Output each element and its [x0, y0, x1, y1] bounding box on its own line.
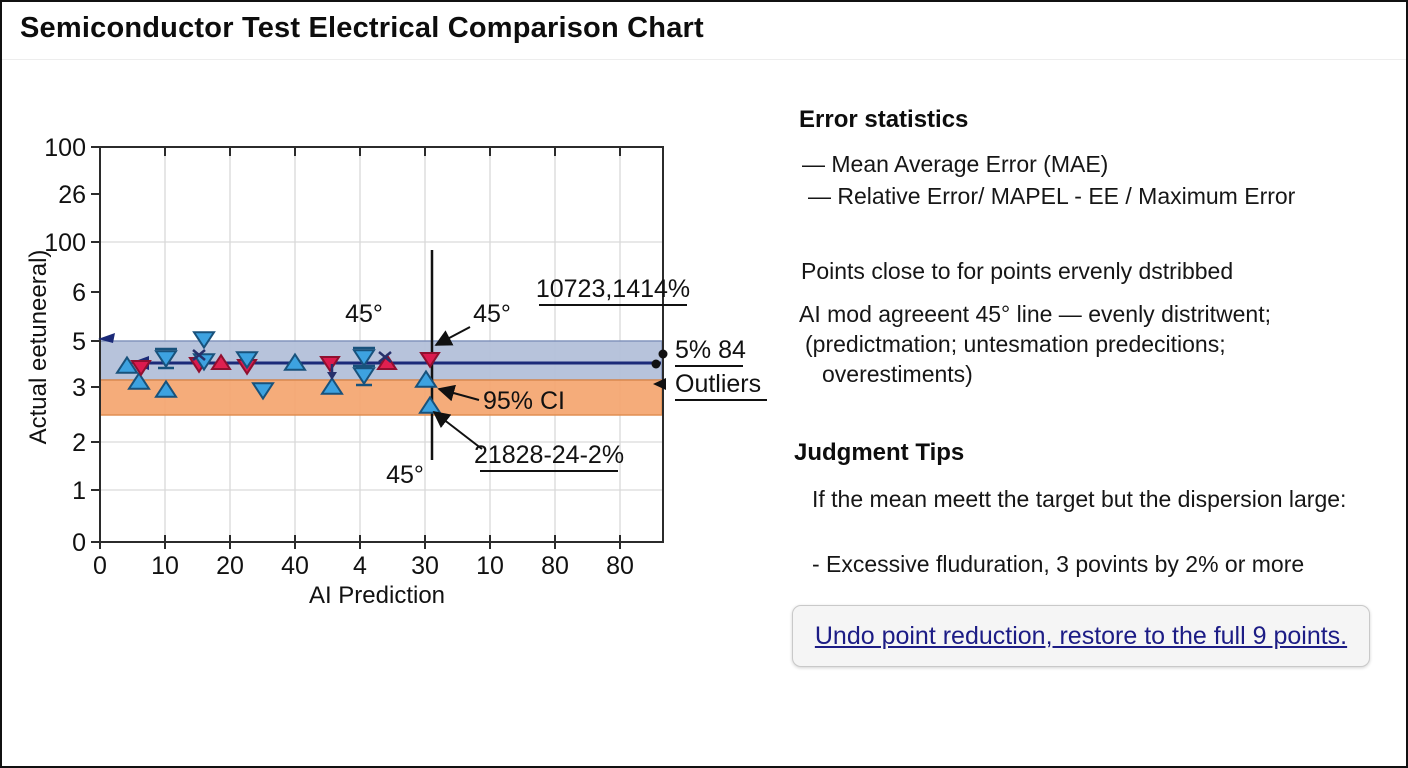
ci-95-label-arrow: [437, 384, 480, 402]
red-down-triangles: [130, 359, 152, 377]
blue-up-triangles: [418, 395, 442, 414]
judgment-condition: If the mean meett the target but the dis…: [812, 486, 1347, 512]
angle-45-bottom: 45°: [386, 461, 424, 489]
note-overestimate: overestiments): [822, 361, 973, 387]
y-tick-label: 100: [44, 229, 86, 257]
blue-down-capped: [352, 349, 376, 368]
x-tick-label: 80: [541, 552, 569, 580]
x-glyph: [192, 349, 206, 361]
blue-up-triangles: [154, 379, 178, 398]
y-tick-label: 5: [72, 328, 86, 356]
blue-up-triangles: [127, 371, 151, 390]
x-glyph: [378, 351, 392, 363]
x-tick-label: 80: [606, 552, 634, 580]
y-tick-label: 0: [72, 529, 86, 557]
blue-down-capped: [352, 367, 376, 386]
red-down-triangles: [419, 351, 441, 369]
legend-item-relative-error: — Relative Error/ MAPEL - EE / Maximum E…: [808, 183, 1296, 209]
blue-down-triangles: [192, 331, 216, 350]
note-points-distribution: Points close to for points ervenly dstri…: [801, 258, 1234, 284]
y-tick-label: 1: [72, 477, 86, 505]
note-ai-agreement: AI mod agreeent 45° line — evenly distri…: [799, 301, 1271, 327]
x-tick-label: 30: [411, 552, 439, 580]
value-21828: 21828-24-2%: [474, 441, 624, 469]
x-tick-label: 0: [93, 552, 107, 580]
outliers-arrowhead: [653, 378, 666, 390]
error-statistics-heading: Error statistics: [799, 106, 969, 133]
y-tick-label: 26: [58, 181, 86, 209]
angle-45-right: 45°: [473, 300, 511, 328]
blue-up-triangles: [414, 369, 438, 388]
blue-up-triangles: [283, 352, 307, 371]
band-left-edge-arrow: [98, 333, 115, 343]
y-tick-label: 6: [72, 279, 86, 307]
red-down-triangles: [319, 355, 341, 373]
x-tick-label: 10: [476, 552, 504, 580]
x-tick-label: 40: [281, 552, 309, 580]
blue-down-triangles: [235, 351, 259, 370]
value-5-84: 5% 84: [675, 336, 746, 364]
angle-45-left: 45°: [345, 300, 383, 328]
x-tick-label: 10: [151, 552, 179, 580]
page-title: Semiconductor Test Electrical Comparison…: [20, 12, 704, 44]
plot-frame: [99, 146, 664, 543]
y-tick-label: 100: [44, 134, 86, 162]
blue-down-triangles: [251, 382, 275, 401]
outliers-label: Outliers: [675, 370, 761, 398]
x-tick-label: 20: [216, 552, 244, 580]
red-up-triangles: [376, 353, 398, 371]
value-21828-arrow: [432, 410, 483, 450]
header-divider: [2, 59, 1406, 60]
blue-down-triangles: [192, 353, 216, 372]
undo-point-reduction-label: Undo point reduction, restore to the ful…: [814, 621, 1348, 650]
y-tick-label: 2: [72, 429, 86, 457]
y-tick-label: 3: [72, 374, 86, 402]
judgment-bullet: - Excessive fluduration, 3 povints by 2%…: [812, 551, 1305, 577]
y-axis-label: Actual eetuneeral): [25, 250, 52, 445]
blue-down-capped: [154, 350, 178, 369]
ci-95-label: 95% CI: [483, 387, 565, 415]
legend-item-mae: — Mean Average Error (MAE): [802, 151, 1109, 177]
blue-up-triangles: [115, 355, 139, 374]
judgment-tips-heading: Judgment Tips: [794, 439, 965, 466]
ci-band-lower: [99, 379, 663, 416]
undo-point-reduction-button[interactable]: Undo point reduction, restore to the ful…: [792, 605, 1370, 667]
x-axis-label: AI Prediction: [309, 582, 445, 609]
note-prediction-terms: (predictmation; untesmation predecitions…: [805, 331, 1226, 357]
x-tick-label: 4: [353, 552, 367, 580]
value-10723: 10723,1414%: [536, 275, 690, 303]
angle-45-right-arrow: [434, 326, 471, 346]
pointer-dot: [651, 359, 661, 369]
red-up-triangles: [210, 353, 232, 371]
blue-up-triangles: [320, 376, 344, 395]
pointer-dot: [658, 349, 668, 359]
down-arrow-glyph: [327, 372, 337, 380]
